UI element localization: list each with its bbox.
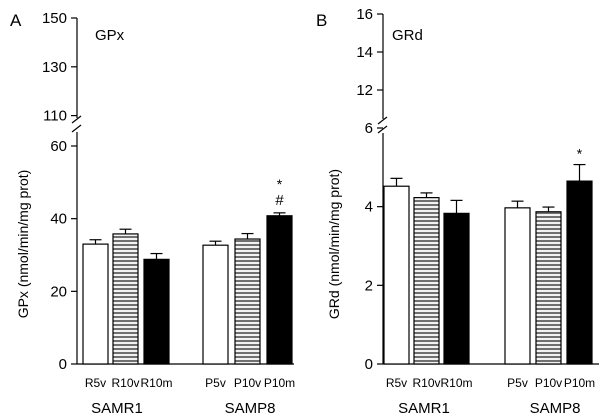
panel-b-bar-R5v: [383, 185, 410, 365]
panel-b-ytick-label-upper-1: 14: [356, 44, 373, 61]
panel-a-ytick-label-lower-2: 40: [50, 211, 67, 228]
panel-a-ylabel: GPx (nmol/min/mg prot): [15, 170, 31, 319]
panel-b-category-label-P10v: P10v: [535, 376, 562, 390]
panel-b-title: GRd: [392, 27, 423, 44]
panel-b-category-label-P10m: P10m: [564, 376, 595, 390]
panel-b-bar-P10m: [566, 180, 593, 365]
panel-a-ytick-label-upper-1: 130: [42, 59, 67, 76]
panel-b-category-label-R10v: R10v: [412, 376, 440, 390]
panel-a-plot: 0 20 40 60 110 130 150 R5v R10v R10m P5v P10v #* P10m: [42, 10, 295, 390]
panel-b-group-label-2: SAMP8: [530, 400, 581, 417]
panel-a-axis-break-mark-2: [71, 115, 82, 124]
panel-a-group-label-1: SAMR1: [91, 400, 143, 417]
panel-b-ytick-label-lower-3: 6: [365, 120, 373, 137]
panel-a-category-label-R5v: R5v: [85, 376, 106, 390]
panel-b-ytick-label-lower-0: 0: [365, 356, 373, 373]
panel-b-category-label-P5v: P5v: [507, 376, 528, 390]
panel-b-axis-break-mark-1: [377, 125, 388, 134]
panel-b-axis-break-mark-2: [377, 116, 388, 125]
panel-a-ytick-label-lower-3: 60: [50, 138, 67, 155]
panel-b-ytick-label-upper-0: 12: [356, 82, 373, 99]
panel-b-bar-R10m: [443, 212, 470, 365]
panel-b-group-label-1: SAMR1: [398, 400, 450, 417]
panel-a-title: GPx: [95, 27, 125, 44]
panel-a-ytick-label-lower-1: 20: [50, 283, 67, 300]
panel-a-label: A: [10, 11, 22, 30]
panel-a-bar-R10m: [143, 258, 170, 365]
panel-a-category-label-P10m: P10m: [264, 376, 295, 390]
panel-b-bar-R10v: [413, 197, 440, 365]
panel-a-bar-R10v: [112, 233, 139, 365]
panel-a-axis-break-mark-1: [71, 124, 82, 133]
panel-a-annotation-star-P10m: *: [277, 176, 283, 192]
panel-b-plot: 0 2 4 6 12 14 16 R5v R10v R10m P5v P10v * P10m: [356, 6, 599, 390]
panel-a-bar-P10m: [266, 215, 293, 365]
panel-b-ylabel: GRd (nmol/min/mg prot): [326, 169, 342, 319]
panel-b-ytick-label-upper-2: 16: [356, 6, 373, 23]
panel-a-bar-P10v: [234, 238, 261, 365]
panel-a-category-label-P10v: P10v: [234, 376, 261, 390]
panel-b-category-label-R10m: R10m: [440, 376, 472, 390]
panel-a-bar-R5v: [82, 243, 109, 365]
panel-a-ytick-label-upper-0: 110: [43, 108, 67, 125]
panel-b-category-label-R5v: R5v: [386, 376, 407, 390]
panel-b-label: B: [316, 11, 327, 30]
panel-a-ytick-label-lower-0: 0: [59, 356, 67, 373]
panel-b-ytick-label-lower-1: 2: [365, 277, 373, 294]
panel-b: B GRd GRd (nmol/min/mg prot) 0 2 4 6 12 14 16 R…: [316, 6, 599, 417]
panel-b-bar-P5v: [504, 207, 531, 365]
panel-b-annotation-star-P10m: *: [577, 146, 583, 162]
panel-a-group-label-2: SAMP8: [225, 400, 276, 417]
panel-a-category-label-R10v: R10v: [111, 376, 139, 390]
panel-a-bar-P5v: [202, 244, 229, 365]
panel-a-category-label-P5v: P5v: [205, 376, 226, 390]
panel-a-ytick-label-upper-2: 150: [42, 10, 67, 27]
panel-a-category-label-R10m: R10m: [140, 376, 172, 390]
panel-b-bar-P10v: [535, 211, 562, 365]
panel-a-annotation-hash-P10m: #: [275, 192, 284, 209]
panel-a: A GPx GPx (nmol/min/mg prot) 0 20 40 60 110 1…: [10, 10, 295, 417]
panel-b-ytick-label-lower-2: 4: [365, 199, 373, 216]
